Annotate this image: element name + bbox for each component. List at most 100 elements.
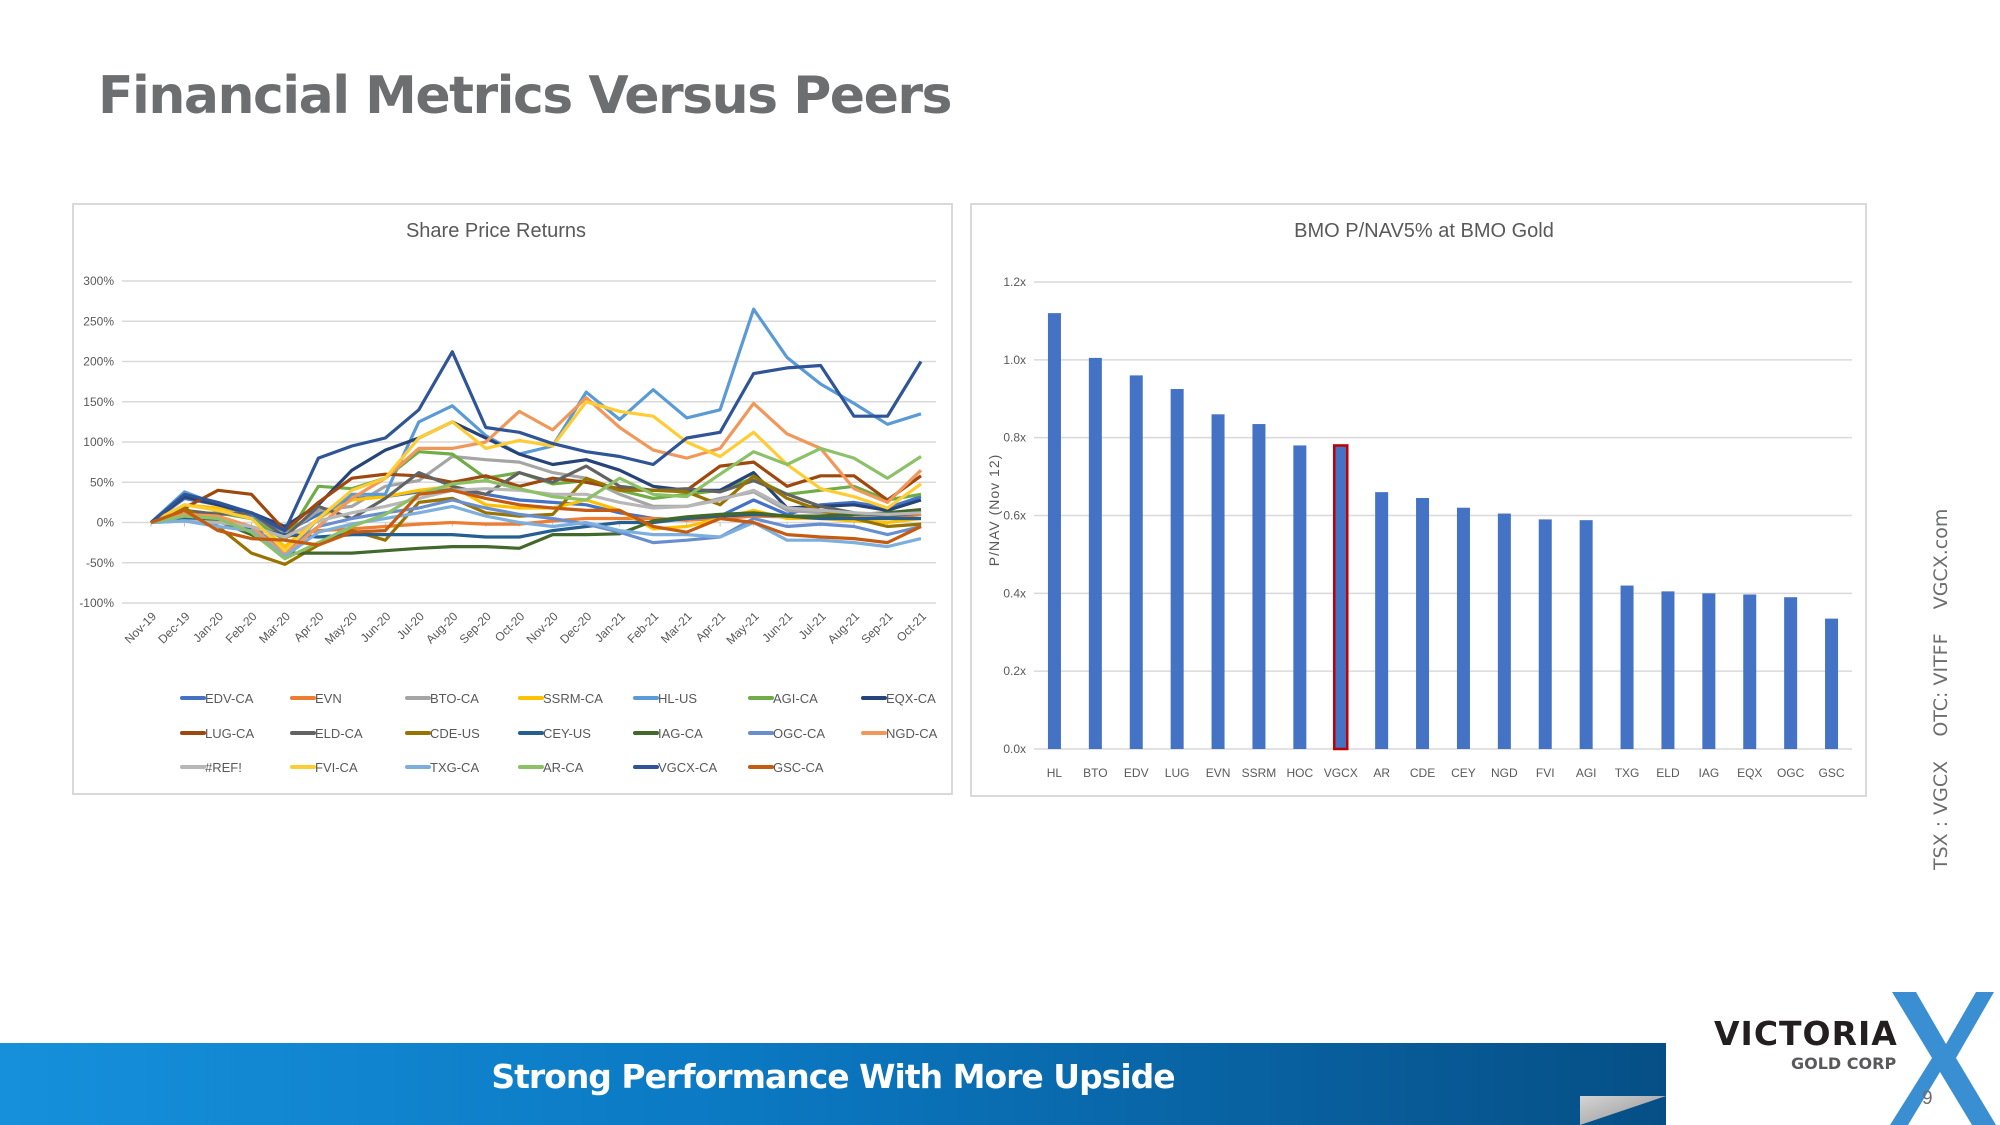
y-tick-label: 0.0x xyxy=(1003,742,1026,756)
x-tick-label: Mar-20 xyxy=(256,609,293,646)
bar-edv xyxy=(1129,375,1143,749)
legend-label: IAG-CA xyxy=(658,726,703,741)
bar-gsc xyxy=(1825,618,1839,749)
x-tick-label: Dec-20 xyxy=(557,609,594,646)
logo-x-mark-icon xyxy=(1890,992,1996,1125)
legend-label: AGI-CA xyxy=(773,691,818,706)
x-tick-label: May-20 xyxy=(322,609,360,647)
legend-label: BTO-CA xyxy=(430,691,479,706)
y-tick-label: 50% xyxy=(90,475,114,489)
y-tick-label: 1.0x xyxy=(1003,353,1026,367)
bar-iag xyxy=(1702,593,1716,749)
series-line-gsc-ca xyxy=(150,488,922,547)
bar-ngd xyxy=(1497,513,1511,749)
bar-ogc xyxy=(1784,597,1798,749)
x-tick-label: Feb-20 xyxy=(223,609,260,646)
bar-chart-title: BMO P/NAV5% at BMO Gold xyxy=(1294,220,1554,242)
x-tick-label: Apr-20 xyxy=(291,609,327,645)
x-tick-label: Jul-20 xyxy=(394,609,427,642)
bar-bto xyxy=(1088,357,1102,749)
x-tick-label: EQX xyxy=(1737,766,1762,780)
x-tick-label: Jun-20 xyxy=(358,609,394,645)
bar-agi xyxy=(1579,520,1593,749)
x-tick-label: LUG xyxy=(1165,766,1190,780)
y-tick-label: 0.2x xyxy=(1003,664,1026,678)
y-tick-label: 200% xyxy=(83,355,114,369)
bar-eqx xyxy=(1743,594,1757,749)
page-number: 9 xyxy=(1922,1088,1933,1109)
legend-label: OGC-CA xyxy=(773,726,825,741)
x-tick-label: Dec-19 xyxy=(155,609,192,646)
share-price-returns-chart: Share Price Returns 300% 250% 200% 150% 100%… xyxy=(72,203,953,795)
bar-cde xyxy=(1416,497,1430,749)
logo-name: VICTORIA xyxy=(1714,1014,1898,1053)
bar-chart-svg: BMO P/NAV5% at BMO Gold P/NAV (Nov 12) 1… xyxy=(986,220,1852,780)
x-tick-label: Nov-20 xyxy=(524,609,561,646)
x-tick-label: HOC xyxy=(1287,766,1314,780)
x-tick-label: ELD xyxy=(1656,766,1680,780)
footer-banner-text: Strong Performance With More Upside xyxy=(491,1057,1175,1096)
bar-hl xyxy=(1047,313,1061,749)
y-tick-label: 0.4x xyxy=(1003,586,1026,600)
legend-label: EQX-CA xyxy=(886,691,936,706)
x-tick-label: Jan-20 xyxy=(190,609,226,645)
logo-subtitle: GOLD CORP xyxy=(1791,1054,1897,1073)
series-line-edv-ca xyxy=(150,487,922,534)
pnav-bar-chart: BMO P/NAV5% at BMO Gold P/NAV (Nov 12) 1… xyxy=(970,203,1867,797)
x-tick-label: EDV xyxy=(1124,766,1149,780)
x-tick-label: Feb-21 xyxy=(625,609,662,646)
x-tick-label: Jul-21 xyxy=(796,609,829,642)
x-tick-label: EVN xyxy=(1206,766,1231,780)
series-line-txg-ca xyxy=(150,504,922,558)
legend-label: GSC-CA xyxy=(773,760,824,775)
legend-label: AR-CA xyxy=(543,760,584,775)
legend-label: CDE-US xyxy=(430,726,480,741)
legend-label: VGCX-CA xyxy=(658,760,718,775)
x-tick-label: OGC xyxy=(1777,766,1805,780)
x-tick-label: NGD xyxy=(1491,766,1518,780)
x-tick-label: IAG xyxy=(1699,766,1720,780)
line-chart-title: Share Price Returns xyxy=(406,220,586,242)
x-tick-label: Aug-21 xyxy=(825,609,862,646)
bar-evn xyxy=(1211,414,1225,749)
legend-label: FVI-CA xyxy=(315,760,358,775)
legend-label: TXG-CA xyxy=(430,760,479,775)
y-tick-label: 150% xyxy=(83,395,114,409)
bar-cey xyxy=(1456,507,1470,749)
y-tick-label: 0.6x xyxy=(1003,509,1026,523)
x-tick-label: TXG xyxy=(1615,766,1640,780)
x-tick-label: Jan-21 xyxy=(592,609,628,645)
bar-ssrm xyxy=(1252,424,1266,749)
x-tick-label: GSC xyxy=(1819,766,1845,780)
series-line-ngd-ca xyxy=(150,396,923,557)
series-line-ar-ca xyxy=(150,446,922,561)
x-tick-label: BTO xyxy=(1083,766,1107,780)
line-chart-svg: Share Price Returns 300% 250% 200% 150% 100%… xyxy=(79,220,937,775)
bar-fvi xyxy=(1538,519,1552,749)
x-tick-label: Apr-21 xyxy=(693,609,729,645)
x-tick-label: Sep-20 xyxy=(457,609,494,646)
x-tick-label: SSRM xyxy=(1242,766,1277,780)
legend-label: #REF! xyxy=(205,760,242,775)
legend-label: EDV-CA xyxy=(205,691,254,706)
x-tick-label: Jun-21 xyxy=(759,609,795,645)
x-tick-label: Oct-20 xyxy=(492,609,528,645)
x-tick-label: AGI xyxy=(1576,766,1597,780)
series-line-agi-ca xyxy=(150,450,922,542)
y-tick-label: 0% xyxy=(97,516,115,530)
x-tick-label: Nov-19 xyxy=(122,609,159,646)
y-tick-label: -100% xyxy=(79,596,114,610)
x-tick-label: AR xyxy=(1373,766,1390,780)
series-line-vgcx-ca xyxy=(149,350,923,533)
bar-ar xyxy=(1375,492,1389,749)
bar-lug xyxy=(1170,389,1184,749)
x-tick-label: Aug-20 xyxy=(423,609,460,646)
y-tick-label: 1.2x xyxy=(1003,275,1026,289)
x-tick-label: Mar-21 xyxy=(658,609,695,646)
legend-label: LUG-CA xyxy=(205,726,254,741)
x-tick-label: May-21 xyxy=(724,609,762,647)
legend-label: EVN xyxy=(315,691,342,706)
bar-chart-y-axis-label: P/NAV (Nov 12) xyxy=(986,454,1002,567)
x-tick-label: HL xyxy=(1047,766,1063,780)
legend-label: ELD-CA xyxy=(315,726,363,741)
